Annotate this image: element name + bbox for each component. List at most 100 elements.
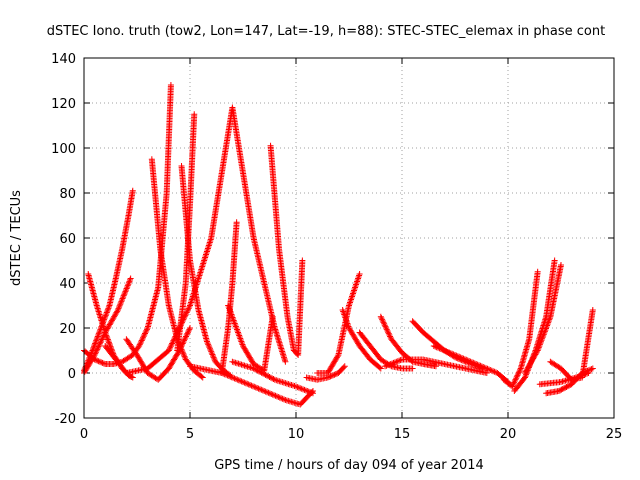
- data-point: [208, 350, 215, 357]
- data-point: [93, 337, 100, 344]
- data-point: [234, 376, 241, 383]
- data-point: [185, 327, 192, 334]
- data-point: [141, 330, 148, 337]
- series-track: [229, 358, 316, 397]
- data-point: [384, 362, 391, 369]
- data-point: [206, 345, 213, 352]
- data-point: [136, 341, 143, 348]
- data-point: [302, 387, 309, 394]
- data-point: [473, 361, 480, 367]
- data-point: [117, 299, 124, 306]
- data-point: [394, 358, 401, 365]
- data-point: [531, 352, 538, 359]
- data-point: [263, 372, 270, 379]
- data-point: [125, 281, 132, 288]
- data-point: [355, 275, 362, 282]
- data-point: [261, 371, 268, 378]
- data-point: [124, 282, 131, 289]
- plot-frame: [83, 57, 615, 419]
- data-point: [478, 363, 485, 370]
- data-point: [185, 305, 192, 312]
- data-point: [483, 370, 490, 376]
- data-point: [347, 298, 354, 304]
- data-point: [104, 336, 111, 343]
- data-point: [460, 355, 467, 362]
- data-point: [509, 383, 516, 390]
- data-point: [204, 339, 211, 346]
- data-point: [98, 337, 105, 344]
- data-point: [379, 317, 386, 324]
- data-point: [540, 332, 547, 339]
- data-point: [109, 316, 116, 323]
- data-point: [471, 360, 478, 367]
- data-point: [207, 347, 214, 354]
- series-track: [148, 156, 206, 381]
- data-point: [249, 383, 256, 390]
- data-point: [128, 373, 135, 380]
- data-point: [331, 371, 338, 378]
- data-point: [385, 330, 392, 337]
- data-point: [282, 358, 289, 365]
- data-point: [468, 359, 475, 366]
- data-point: [466, 358, 473, 364]
- data-point: [564, 383, 571, 390]
- data-point: [105, 322, 112, 329]
- data-point: [432, 363, 439, 370]
- data-point: [523, 367, 530, 374]
- data-point: [377, 365, 384, 372]
- data-point: [179, 340, 186, 347]
- series-track: [314, 271, 363, 376]
- data-point: [346, 301, 353, 307]
- data-point: [96, 358, 103, 365]
- data-point: [94, 344, 101, 351]
- data-point: [121, 291, 128, 298]
- data-point: [241, 379, 248, 386]
- series-track: [382, 356, 490, 376]
- data-point: [138, 337, 145, 344]
- data-point: [560, 385, 567, 392]
- data-point: [348, 295, 355, 301]
- data-point: [461, 356, 468, 363]
- series-track: [511, 257, 558, 394]
- y-tick-label: 140: [51, 52, 76, 67]
- data-point: [269, 391, 276, 398]
- data-point: [527, 360, 534, 367]
- data-point: [142, 329, 149, 336]
- data-point: [535, 346, 542, 353]
- data-point: [511, 377, 518, 384]
- data-point: [180, 339, 187, 346]
- data-point: [453, 352, 460, 359]
- data-point: [227, 373, 234, 380]
- data-point: [532, 351, 539, 358]
- data-point: [266, 373, 273, 380]
- data-point: [266, 390, 273, 397]
- data-point: [275, 394, 282, 400]
- data-point: [223, 371, 230, 378]
- data-point: [440, 347, 447, 354]
- data-point: [96, 340, 103, 347]
- data-point: [589, 365, 596, 372]
- data-point: [387, 333, 394, 340]
- data-point: [96, 329, 103, 336]
- data-point: [184, 330, 191, 337]
- data-point: [271, 392, 278, 399]
- data-point: [350, 290, 357, 297]
- data-point: [474, 361, 481, 368]
- data-point: [536, 341, 543, 348]
- data-point: [169, 339, 176, 346]
- data-point: [225, 373, 232, 379]
- data-point: [437, 346, 444, 352]
- data-point: [183, 309, 190, 316]
- y-tick-label: 60: [59, 232, 76, 247]
- data-point: [545, 318, 552, 325]
- data-point: [430, 343, 437, 349]
- data-point: [191, 111, 198, 118]
- data-point: [587, 366, 594, 373]
- data-point: [349, 292, 356, 298]
- y-tick-label: 100: [51, 142, 76, 157]
- data-point: [228, 374, 235, 381]
- data-point: [99, 359, 106, 366]
- data-point: [180, 316, 187, 323]
- data-point: [272, 392, 279, 399]
- data-point: [524, 366, 531, 373]
